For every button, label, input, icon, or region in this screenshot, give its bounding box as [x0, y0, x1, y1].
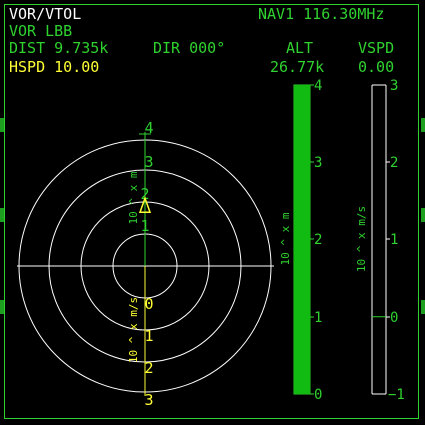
down-scale-label: 3 — [144, 391, 153, 409]
altitude-gauge-label: 4 — [314, 78, 322, 94]
up-scale-unit: 10 ^ x m — [127, 171, 140, 224]
up-scale-label: 4 — [144, 119, 153, 137]
nav-frequency: NAV1 116.30MHz — [258, 5, 385, 23]
altitude-gauge-fill — [294, 85, 310, 394]
altitude-label: ALT — [286, 39, 314, 57]
altitude-gauge-label: 2 — [314, 232, 322, 248]
vertical-speed-label: VSPD — [358, 39, 395, 57]
altitude-gauge-label: 0 — [314, 387, 322, 403]
altitude-gauge-label: 3 — [314, 155, 322, 171]
mode-title: VOR/VTOL — [9, 5, 82, 23]
vspd-gauge-label: 3 — [390, 78, 398, 94]
down-scale-label: 1 — [144, 327, 153, 345]
vertical-speed-value: 0.00 — [358, 58, 395, 76]
down-scale-label: 0 — [144, 295, 153, 313]
frame-edge-tick — [0, 208, 4, 222]
frame-edge-tick — [421, 118, 425, 132]
vspd-gauge-label: 2 — [390, 155, 398, 171]
vor-station: VOR LBB — [9, 22, 73, 40]
altitude-gauge-label: 1 — [314, 310, 322, 326]
frame-edge-tick — [0, 118, 4, 132]
horizontal-speed-readout: HSPD 10.00 — [9, 58, 100, 76]
vspd-gauge-label: 1 — [390, 232, 398, 248]
direction-readout: DIR 000° — [153, 39, 226, 57]
up-scale-label: 2 — [140, 185, 149, 203]
distance-readout: DIST 9.735k — [9, 39, 109, 57]
frame-edge-tick — [0, 300, 4, 314]
altitude-gauge-unit: 10 ^ x m — [279, 212, 292, 265]
frame-edge-tick — [421, 300, 425, 314]
up-scale-label: 1 — [140, 217, 149, 235]
altitude-value: 26.77k — [270, 58, 325, 76]
down-scale-unit: 10 ^ x m/s — [127, 297, 140, 363]
frame-edge-tick — [421, 208, 425, 222]
down-scale-label: 2 — [144, 359, 153, 377]
target-marker-icon — [138, 195, 152, 213]
display-frame — [4, 4, 419, 419]
vspd-gauge-unit: 10 ^ x m/s — [355, 206, 368, 272]
vspd-gauge-label: −1 — [388, 387, 405, 403]
up-scale-label: 3 — [144, 153, 153, 171]
vspd-gauge-label: 0 — [390, 310, 398, 326]
